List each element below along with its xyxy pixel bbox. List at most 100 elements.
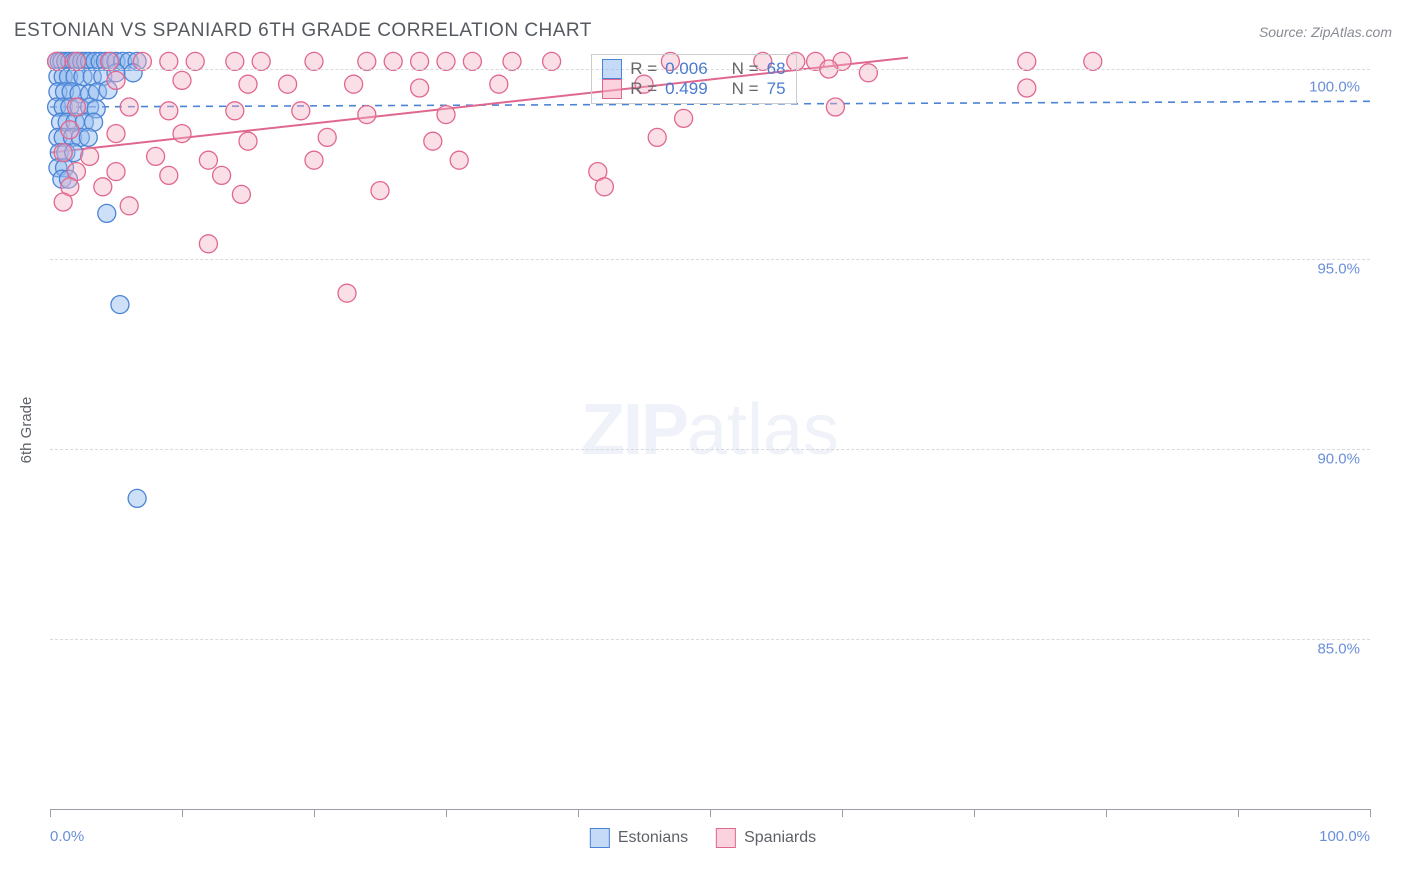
data-point bbox=[371, 182, 389, 200]
data-point bbox=[1084, 52, 1102, 70]
data-point bbox=[147, 147, 165, 165]
plot-svg bbox=[50, 50, 1370, 809]
data-point bbox=[107, 163, 125, 181]
data-point bbox=[358, 52, 376, 70]
data-point bbox=[338, 284, 356, 302]
data-point bbox=[503, 52, 521, 70]
data-point bbox=[411, 79, 429, 97]
correlation-chart: ESTONIAN VS SPANIARD 6TH GRADE CORRELATI… bbox=[0, 0, 1406, 892]
data-point bbox=[490, 75, 508, 93]
data-point bbox=[199, 151, 217, 169]
r-label: R = bbox=[630, 79, 657, 99]
data-point bbox=[128, 489, 146, 507]
n-value: 68 bbox=[767, 59, 786, 79]
r-value: 0.499 bbox=[665, 79, 708, 99]
x-tick bbox=[446, 809, 447, 817]
data-point bbox=[160, 102, 178, 120]
data-point bbox=[160, 166, 178, 184]
data-point bbox=[279, 75, 297, 93]
y-axis-label: 6th Grade bbox=[18, 397, 35, 464]
x-tick bbox=[182, 809, 183, 817]
stats-box: R = 0.006 N = 68R = 0.499 N = 75 bbox=[591, 54, 796, 104]
x-tick bbox=[1370, 809, 1371, 817]
data-point bbox=[318, 128, 336, 146]
gridline bbox=[50, 259, 1370, 260]
data-point bbox=[186, 52, 204, 70]
data-point bbox=[648, 128, 666, 146]
data-point bbox=[133, 52, 151, 70]
data-point bbox=[226, 102, 244, 120]
series-swatch bbox=[716, 828, 736, 848]
data-point bbox=[411, 52, 429, 70]
data-point bbox=[1018, 52, 1036, 70]
series-legend: Estonians Spaniards bbox=[590, 828, 816, 848]
data-point bbox=[437, 52, 455, 70]
source-attribution: Source: ZipAtlas.com bbox=[1259, 24, 1392, 40]
data-point bbox=[54, 193, 72, 211]
x-axis-label-min: 0.0% bbox=[50, 828, 84, 845]
data-point bbox=[173, 71, 191, 89]
data-point bbox=[173, 125, 191, 143]
data-point bbox=[595, 178, 613, 196]
data-point bbox=[54, 144, 72, 162]
x-tick bbox=[578, 809, 579, 817]
legend-label: Estonians bbox=[618, 829, 688, 847]
data-point bbox=[107, 71, 125, 89]
data-point bbox=[100, 52, 118, 70]
n-label: N = bbox=[732, 79, 759, 99]
data-point bbox=[120, 98, 138, 116]
x-axis-label-max: 100.0% bbox=[1319, 828, 1370, 845]
y-tick-label: 100.0% bbox=[1309, 79, 1360, 96]
data-point bbox=[450, 151, 468, 169]
y-tick-label: 95.0% bbox=[1317, 261, 1360, 278]
legend-label: Spaniards bbox=[744, 829, 816, 847]
series-swatch bbox=[602, 59, 622, 79]
stats-row: R =0.006N =68 bbox=[602, 59, 785, 79]
chart-title: ESTONIAN VS SPANIARD 6TH GRADE CORRELATI… bbox=[14, 20, 592, 42]
data-point bbox=[94, 178, 112, 196]
y-tick-label: 85.0% bbox=[1317, 641, 1360, 658]
data-point bbox=[305, 52, 323, 70]
series-swatch bbox=[590, 828, 610, 848]
x-tick bbox=[1238, 809, 1239, 817]
data-point bbox=[437, 106, 455, 124]
legend-item: Spaniards bbox=[716, 828, 816, 848]
data-point bbox=[81, 147, 99, 165]
data-point bbox=[79, 128, 97, 146]
x-tick bbox=[974, 809, 975, 817]
legend-item: Estonians bbox=[590, 828, 688, 848]
r-value: 0.006 bbox=[665, 59, 708, 79]
data-point bbox=[226, 52, 244, 70]
data-point bbox=[859, 64, 877, 82]
x-tick bbox=[710, 809, 711, 817]
data-point bbox=[463, 52, 481, 70]
x-tick bbox=[842, 809, 843, 817]
data-point bbox=[98, 204, 116, 222]
data-point bbox=[120, 197, 138, 215]
data-point bbox=[345, 75, 363, 93]
data-point bbox=[239, 132, 257, 150]
data-point bbox=[61, 121, 79, 139]
n-value: 75 bbox=[767, 79, 786, 99]
data-point bbox=[543, 52, 561, 70]
n-label: N = bbox=[732, 59, 759, 79]
x-tick bbox=[1106, 809, 1107, 817]
data-point bbox=[358, 106, 376, 124]
data-point bbox=[160, 52, 178, 70]
x-tick bbox=[314, 809, 315, 817]
series-swatch bbox=[602, 79, 622, 99]
gridline bbox=[50, 449, 1370, 450]
data-point bbox=[1018, 79, 1036, 97]
x-tick bbox=[50, 809, 51, 817]
data-point bbox=[232, 185, 250, 203]
data-point bbox=[67, 98, 85, 116]
stats-row: R = 0.499 N = 75 bbox=[602, 79, 785, 99]
y-tick-label: 90.0% bbox=[1317, 451, 1360, 468]
gridline bbox=[50, 639, 1370, 640]
data-point bbox=[305, 151, 323, 169]
data-point bbox=[111, 296, 129, 314]
data-point bbox=[252, 52, 270, 70]
data-point bbox=[292, 102, 310, 120]
source-label: Source: bbox=[1259, 24, 1307, 40]
data-point bbox=[424, 132, 442, 150]
